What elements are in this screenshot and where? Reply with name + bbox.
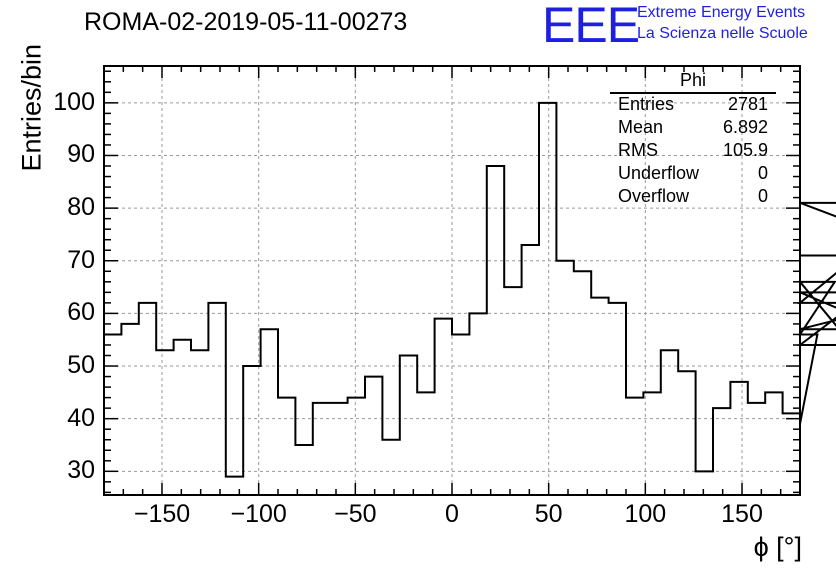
stats-row: Entries 2781 xyxy=(610,94,776,117)
histogram-steps xyxy=(104,101,836,478)
y-tick-label: 90 xyxy=(67,140,95,169)
y-tick-label: 80 xyxy=(67,193,95,222)
x-axis-label: ϕ [°] xyxy=(753,532,802,562)
x-tick-label: −50 xyxy=(334,500,377,528)
x-tick-label: −100 xyxy=(230,500,287,528)
stats-label: Underflow xyxy=(618,163,700,183)
x-tick-label: 100 xyxy=(624,500,667,528)
stats-box: Phi Entries 2781 Mean 6.892 RMS 105.9 Underflo… xyxy=(610,70,776,209)
logo-line-2: La Scienza nelle Scuole xyxy=(637,25,808,42)
logo-line-1: Extreme Energy Events xyxy=(637,4,806,21)
stats-row: Underflow 0 xyxy=(610,163,776,186)
stats-value: 2781 xyxy=(727,94,768,114)
y-tick-label: 70 xyxy=(67,245,95,274)
chart-title: ROMA-02-2019-05-11-00273 xyxy=(84,8,408,36)
x-tick-label: 0 xyxy=(445,500,459,528)
eee-logo: EEE xyxy=(542,0,640,53)
axis-ticks xyxy=(103,66,801,495)
y-tick-label: 50 xyxy=(67,351,95,380)
y-tick-label: 100 xyxy=(53,87,95,116)
stats-row: Overflow 0 xyxy=(610,186,776,209)
y-axis-label: Entries/bin xyxy=(16,43,47,172)
stats-label: RMS xyxy=(618,140,658,160)
stats-value: 0 xyxy=(757,186,768,206)
y-tick-label: 30 xyxy=(67,456,95,485)
stats-label: Overflow xyxy=(618,186,690,206)
y-tick-label: 60 xyxy=(67,298,95,327)
histogram-line xyxy=(104,101,836,478)
stats-value: 0 xyxy=(757,163,768,183)
x-tick-label: −150 xyxy=(133,500,191,528)
grid-lines xyxy=(104,66,800,495)
stats-rows: Entries 2781 Mean 6.892 RMS 105.9 Underflow 0 Ov… xyxy=(610,94,776,209)
stats-row: RMS 105.9 xyxy=(610,140,776,163)
stats-label: Mean xyxy=(618,117,664,137)
x-tick-label: 50 xyxy=(534,500,563,528)
stats-title: Phi xyxy=(610,70,776,94)
x-tick-label: 150 xyxy=(721,500,763,528)
stats-value: 6.892 xyxy=(722,117,768,137)
y-tick-label: 40 xyxy=(67,403,95,432)
stats-value: 105.9 xyxy=(722,140,768,160)
stats-label: Entries xyxy=(618,94,675,114)
stats-row: Mean 6.892 xyxy=(610,117,776,140)
